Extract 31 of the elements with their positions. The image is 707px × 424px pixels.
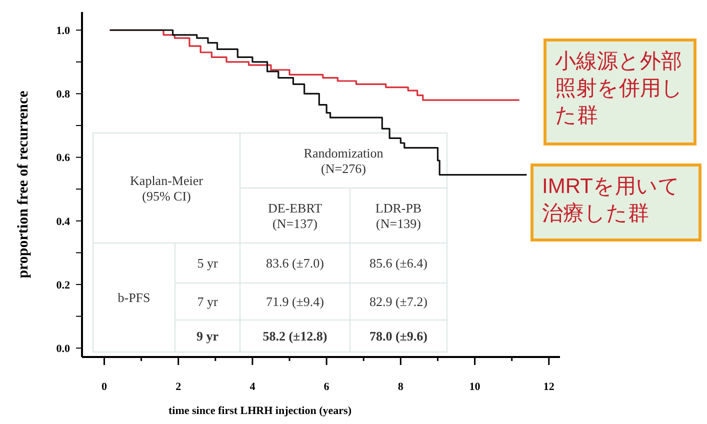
text: 82.9 (±7.2) [369, 294, 428, 310]
x-tick-label: 6 [324, 380, 330, 393]
series-label: 小線源と外部照射を併用した群 [555, 50, 683, 127]
text: 85.6 (±6.4) [369, 256, 428, 271]
x-tick-label: 10 [469, 380, 481, 393]
text: Randomization (N=276) [304, 145, 384, 176]
text: 5 yr [197, 256, 218, 271]
x-tick-label: 8 [398, 380, 404, 393]
text: 78.0 (±9.6) [369, 328, 428, 344]
text: 58.2 (±12.8) [262, 328, 328, 344]
y-tick-label: 1.0 [56, 24, 70, 37]
y-tick-label: 0.0 [56, 342, 70, 355]
x-tick-label: 4 [250, 380, 256, 393]
x-axis-title: time since first LHRH injection (years) [168, 404, 352, 417]
text: 9 yr [196, 328, 219, 344]
text: DE-EBRT (N=137) [268, 200, 322, 231]
text: 71.9 (±9.4) [266, 294, 324, 310]
x-tick-label: 12 [543, 380, 555, 393]
text: 7 yr [197, 294, 218, 310]
x-tick-label: 2 [176, 380, 182, 393]
text: b-PFS [118, 290, 150, 306]
x-tick-label: 0 [101, 380, 108, 393]
y-tick-label: 0.6 [56, 152, 70, 164]
text: LDR-PB (N=139) [375, 200, 422, 231]
y-tick-label: 0.4 [56, 216, 70, 228]
y-tick-label: 0.8 [56, 88, 70, 101]
text: 83.6 (±7.0) [266, 256, 324, 271]
text: Kaplan-Meier (95% CI) [130, 172, 203, 204]
y-tick-label: 0.2 [56, 279, 70, 292]
series-label: IMRTを用いて治療した群 [542, 175, 680, 225]
y-axis-title: proportion free of recurrence [15, 90, 32, 278]
